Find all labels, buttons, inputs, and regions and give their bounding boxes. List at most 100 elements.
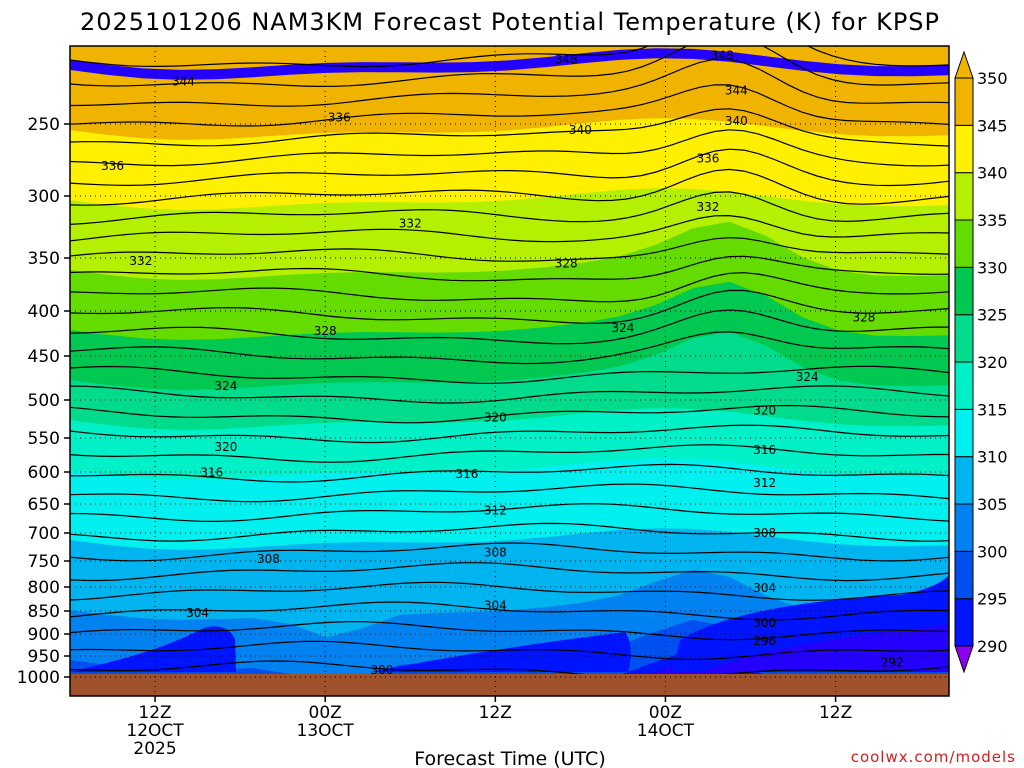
contour-line [70, 148, 949, 187]
x-tick-label: 12Z [479, 703, 512, 723]
contour-line [70, 542, 949, 562]
colorbar-segment [954, 124, 974, 174]
y-tick-label: 400 [28, 302, 60, 322]
contour-label: 348 [711, 49, 734, 63]
low-level-cold-pockets [70, 575, 949, 672]
contour-label: 332 [399, 216, 422, 230]
y-tick-label: 600 [28, 463, 60, 483]
cold-pocket-2 [370, 632, 631, 672]
contour-label: 336 [101, 159, 124, 173]
contour-label: 320 [214, 440, 237, 454]
colorbar-segment [954, 550, 974, 600]
contour-label: 304 [753, 581, 776, 595]
colorbar-label: 320 [977, 353, 1008, 372]
contour-label: 316 [456, 467, 479, 481]
y-tick-label: 250 [28, 115, 60, 135]
colorbar-label: 295 [977, 590, 1008, 609]
contour-line [70, 108, 949, 147]
contour-label: 332 [129, 254, 152, 268]
colorbar-label: 340 [977, 164, 1008, 183]
contour-label: 324 [611, 321, 634, 335]
colorbar-label: 350 [977, 69, 1008, 88]
y-tick-label: 500 [28, 391, 60, 411]
contour-line [70, 331, 949, 365]
contour-line [70, 58, 949, 107]
y-tick-label: 850 [28, 602, 60, 622]
colorbar-label: 290 [977, 637, 1008, 656]
contour-line [70, 522, 949, 542]
contour-label: 332 [697, 200, 720, 214]
contour-label: 308 [484, 546, 507, 560]
colorbar-label: 315 [977, 400, 1008, 419]
y-tick-label: 750 [28, 552, 60, 572]
contour-label: 344 [725, 83, 748, 97]
contour-label: 296 [753, 634, 776, 648]
y-tick-label: 1000 [17, 668, 60, 688]
contour-lines [70, 46, 949, 680]
contour-line [70, 562, 949, 582]
contour-line [70, 237, 949, 262]
contour-label: 336 [328, 110, 351, 124]
contour-line [70, 272, 949, 303]
colorbar-label: 300 [977, 542, 1008, 561]
contour-label: 320 [484, 410, 507, 424]
contour-label: 324 [796, 370, 819, 384]
contour-label: 312 [753, 476, 776, 490]
x-tick-label: 00Z [649, 703, 682, 723]
contour-label: 300 [753, 616, 776, 630]
contour-label: 320 [753, 404, 776, 418]
colorbar-segment [954, 503, 974, 552]
colorbar-label: 330 [977, 258, 1008, 277]
contour-label: 324 [214, 379, 237, 393]
colorbar-segment [954, 172, 974, 221]
credit-text: coolwx.com/models [851, 748, 1016, 766]
color-bands [70, 46, 949, 696]
y-tick-label: 550 [28, 429, 60, 449]
colorbar-segment [954, 361, 974, 410]
x-tick-label: 2025 [133, 739, 176, 759]
contour-line [70, 84, 949, 127]
colorbar-segment [954, 598, 974, 647]
contour-label: 328 [314, 324, 337, 338]
contour-line [70, 289, 949, 324]
x-tick-label: 12OCT [126, 721, 184, 741]
contour-line [70, 601, 949, 621]
contour-line [70, 255, 949, 282]
colorbar-segment [954, 456, 974, 505]
colorbar-label: 325 [977, 306, 1008, 325]
contour-label: 328 [555, 256, 578, 270]
cold-pocket-1 [70, 626, 236, 672]
contour-line [70, 483, 949, 503]
contour-label: 328 [852, 310, 875, 324]
contour-label: 292 [881, 655, 904, 669]
contour-line [70, 640, 949, 660]
contour-label: 316 [753, 443, 776, 457]
x-tick-label: 00Z [309, 703, 342, 723]
contour-line [70, 129, 949, 167]
y-tick-label: 800 [28, 578, 60, 598]
colorbar-label: 310 [977, 448, 1008, 467]
contour-line [70, 621, 949, 641]
y-tick-label: 300 [28, 187, 60, 207]
contour-labels: 348 348 344 344 340 340 336 336 336 332 332 332 328 3… [101, 49, 904, 677]
y-tick-label: 650 [28, 495, 60, 515]
contour-line [70, 444, 949, 463]
colorbar-segment [954, 219, 974, 268]
x-axis-label: Forecast Time (UTC) [414, 748, 605, 768]
colorbar-label: 335 [977, 211, 1008, 230]
colorbar: 290 295 300 305 310 315 320 325 330 335 340 345 350 [954, 50, 1008, 674]
contour-line [70, 46, 949, 68]
y-tick-label: 950 [28, 647, 60, 667]
x-tick-label: 13OCT [297, 721, 355, 741]
contour-line [70, 385, 949, 404]
colorbar-segment [954, 266, 974, 316]
plot-frame [69, 45, 950, 697]
contour-label: 300 [370, 663, 393, 677]
terrain-ground [70, 674, 949, 696]
contour-line [70, 581, 949, 601]
colorbar-segment [954, 408, 974, 458]
contour-line [70, 46, 949, 88]
contour-label: 348 [555, 52, 578, 66]
